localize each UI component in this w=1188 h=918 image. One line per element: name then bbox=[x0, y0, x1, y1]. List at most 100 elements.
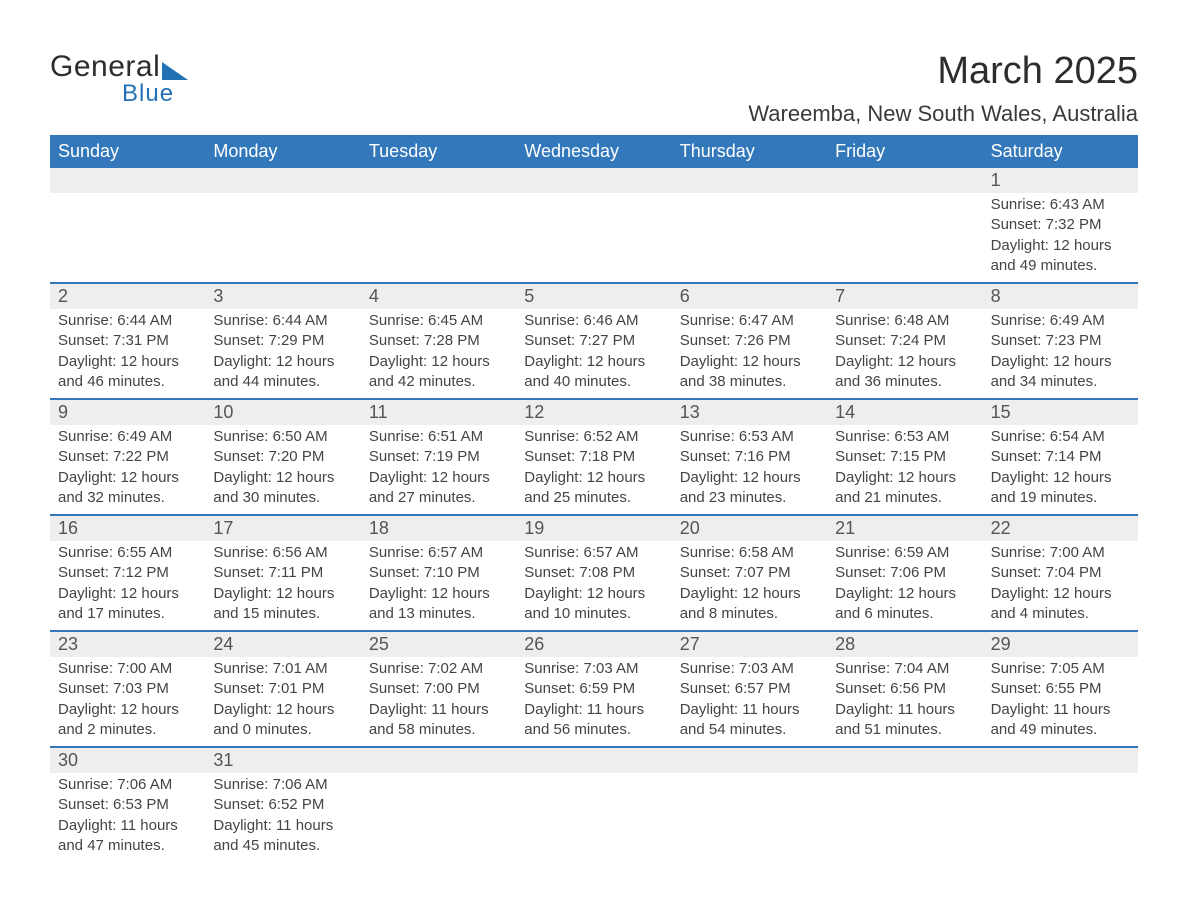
day-number: 24 bbox=[205, 632, 360, 657]
daylight-line: Daylight: 12 hours and 36 minutes. bbox=[835, 352, 974, 393]
weekday-header: Friday bbox=[827, 135, 982, 168]
day-cell: Sunrise: 6:46 AMSunset: 7:27 PMDaylight:… bbox=[516, 309, 671, 398]
daylight-line: Daylight: 12 hours and 27 minutes. bbox=[369, 468, 508, 509]
day-number: 22 bbox=[983, 516, 1138, 541]
day-cell: Sunrise: 7:03 AMSunset: 6:57 PMDaylight:… bbox=[672, 657, 827, 746]
sunset-line: Sunset: 6:59 PM bbox=[524, 679, 663, 699]
day-number bbox=[516, 748, 671, 773]
sunset-line: Sunset: 6:55 PM bbox=[991, 679, 1130, 699]
day-cell: Sunrise: 6:59 AMSunset: 7:06 PMDaylight:… bbox=[827, 541, 982, 630]
daylight-line: Daylight: 11 hours and 47 minutes. bbox=[58, 816, 197, 857]
day-number: 12 bbox=[516, 400, 671, 425]
day-cell: Sunrise: 6:48 AMSunset: 7:24 PMDaylight:… bbox=[827, 309, 982, 398]
day-number: 4 bbox=[361, 284, 516, 309]
day-number: 29 bbox=[983, 632, 1138, 657]
daylight-line: Daylight: 11 hours and 56 minutes. bbox=[524, 700, 663, 741]
day-number: 16 bbox=[50, 516, 205, 541]
day-number: 17 bbox=[205, 516, 360, 541]
day-cell: Sunrise: 6:44 AMSunset: 7:29 PMDaylight:… bbox=[205, 309, 360, 398]
day-cell: Sunrise: 6:52 AMSunset: 7:18 PMDaylight:… bbox=[516, 425, 671, 514]
day-cell: Sunrise: 6:57 AMSunset: 7:08 PMDaylight:… bbox=[516, 541, 671, 630]
sunrise-line: Sunrise: 6:44 AM bbox=[58, 311, 197, 331]
logo-triangle-icon bbox=[162, 62, 188, 80]
day-number: 3 bbox=[205, 284, 360, 309]
day-cell: Sunrise: 6:43 AMSunset: 7:32 PMDaylight:… bbox=[983, 193, 1138, 282]
day-cell: Sunrise: 6:53 AMSunset: 7:16 PMDaylight:… bbox=[672, 425, 827, 514]
day-number bbox=[827, 168, 982, 193]
calendar-week: 3031Sunrise: 7:06 AMSunset: 6:53 PMDayli… bbox=[50, 746, 1138, 862]
sunrise-line: Sunrise: 6:57 AM bbox=[369, 543, 508, 563]
day-cell bbox=[361, 193, 516, 282]
sunrise-line: Sunrise: 7:06 AM bbox=[58, 775, 197, 795]
daylight-line: Daylight: 12 hours and 4 minutes. bbox=[991, 584, 1130, 625]
day-cell: Sunrise: 7:00 AMSunset: 7:03 PMDaylight:… bbox=[50, 657, 205, 746]
day-number: 20 bbox=[672, 516, 827, 541]
day-number: 31 bbox=[205, 748, 360, 773]
sunrise-line: Sunrise: 6:46 AM bbox=[524, 311, 663, 331]
daybody-row: Sunrise: 7:00 AMSunset: 7:03 PMDaylight:… bbox=[50, 657, 1138, 746]
day-number: 7 bbox=[827, 284, 982, 309]
day-number: 15 bbox=[983, 400, 1138, 425]
day-cell: Sunrise: 7:03 AMSunset: 6:59 PMDaylight:… bbox=[516, 657, 671, 746]
calendar-week: 1Sunrise: 6:43 AMSunset: 7:32 PMDaylight… bbox=[50, 168, 1138, 282]
sunset-line: Sunset: 7:03 PM bbox=[58, 679, 197, 699]
sunset-line: Sunset: 7:26 PM bbox=[680, 331, 819, 351]
day-cell: Sunrise: 6:53 AMSunset: 7:15 PMDaylight:… bbox=[827, 425, 982, 514]
logo-text-blue: Blue bbox=[122, 80, 188, 108]
calendar-week: 2345678Sunrise: 6:44 AMSunset: 7:31 PMDa… bbox=[50, 282, 1138, 398]
day-cell bbox=[827, 193, 982, 282]
daylight-line: Daylight: 12 hours and 19 minutes. bbox=[991, 468, 1130, 509]
sunset-line: Sunset: 6:53 PM bbox=[58, 795, 197, 815]
sunset-line: Sunset: 7:28 PM bbox=[369, 331, 508, 351]
day-number: 21 bbox=[827, 516, 982, 541]
sunrise-line: Sunrise: 7:04 AM bbox=[835, 659, 974, 679]
day-cell: Sunrise: 6:55 AMSunset: 7:12 PMDaylight:… bbox=[50, 541, 205, 630]
daylight-line: Daylight: 11 hours and 49 minutes. bbox=[991, 700, 1130, 741]
calendar-week: 16171819202122Sunrise: 6:55 AMSunset: 7:… bbox=[50, 514, 1138, 630]
header: General Blue March 2025 Wareemba, New So… bbox=[50, 50, 1138, 127]
day-cell bbox=[516, 193, 671, 282]
day-number bbox=[361, 748, 516, 773]
day-number: 1 bbox=[983, 168, 1138, 193]
day-number: 19 bbox=[516, 516, 671, 541]
daybody-row: Sunrise: 7:06 AMSunset: 6:53 PMDaylight:… bbox=[50, 773, 1138, 862]
daylight-line: Daylight: 12 hours and 32 minutes. bbox=[58, 468, 197, 509]
day-cell bbox=[672, 193, 827, 282]
title-block: March 2025 Wareemba, New South Wales, Au… bbox=[748, 50, 1138, 127]
sunset-line: Sunset: 7:23 PM bbox=[991, 331, 1130, 351]
day-cell: Sunrise: 7:06 AMSunset: 6:53 PMDaylight:… bbox=[50, 773, 205, 862]
daylight-line: Daylight: 12 hours and 46 minutes. bbox=[58, 352, 197, 393]
sunrise-line: Sunrise: 6:56 AM bbox=[213, 543, 352, 563]
day-number: 14 bbox=[827, 400, 982, 425]
daylight-line: Daylight: 12 hours and 2 minutes. bbox=[58, 700, 197, 741]
day-number: 27 bbox=[672, 632, 827, 657]
day-cell bbox=[50, 193, 205, 282]
calendar-header-row: SundayMondayTuesdayWednesdayThursdayFrid… bbox=[50, 135, 1138, 168]
sunset-line: Sunset: 7:12 PM bbox=[58, 563, 197, 583]
sunset-line: Sunset: 7:29 PM bbox=[213, 331, 352, 351]
day-number: 8 bbox=[983, 284, 1138, 309]
day-number: 23 bbox=[50, 632, 205, 657]
sunset-line: Sunset: 7:04 PM bbox=[991, 563, 1130, 583]
day-cell: Sunrise: 7:05 AMSunset: 6:55 PMDaylight:… bbox=[983, 657, 1138, 746]
weekday-header: Thursday bbox=[672, 135, 827, 168]
day-number: 25 bbox=[361, 632, 516, 657]
day-cell: Sunrise: 6:47 AMSunset: 7:26 PMDaylight:… bbox=[672, 309, 827, 398]
sunrise-line: Sunrise: 6:55 AM bbox=[58, 543, 197, 563]
sunrise-line: Sunrise: 6:57 AM bbox=[524, 543, 663, 563]
sunset-line: Sunset: 7:07 PM bbox=[680, 563, 819, 583]
sunset-line: Sunset: 7:10 PM bbox=[369, 563, 508, 583]
daylight-line: Daylight: 12 hours and 21 minutes. bbox=[835, 468, 974, 509]
sunrise-line: Sunrise: 6:50 AM bbox=[213, 427, 352, 447]
daylight-line: Daylight: 12 hours and 6 minutes. bbox=[835, 584, 974, 625]
weekday-header: Sunday bbox=[50, 135, 205, 168]
sunset-line: Sunset: 6:57 PM bbox=[680, 679, 819, 699]
day-number: 2 bbox=[50, 284, 205, 309]
daybody-row: Sunrise: 6:43 AMSunset: 7:32 PMDaylight:… bbox=[50, 193, 1138, 282]
daynum-strip: 2345678 bbox=[50, 284, 1138, 309]
sunrise-line: Sunrise: 7:02 AM bbox=[369, 659, 508, 679]
day-number bbox=[50, 168, 205, 193]
sunrise-line: Sunrise: 6:51 AM bbox=[369, 427, 508, 447]
page-title: March 2025 bbox=[748, 50, 1138, 93]
day-cell: Sunrise: 6:58 AMSunset: 7:07 PMDaylight:… bbox=[672, 541, 827, 630]
